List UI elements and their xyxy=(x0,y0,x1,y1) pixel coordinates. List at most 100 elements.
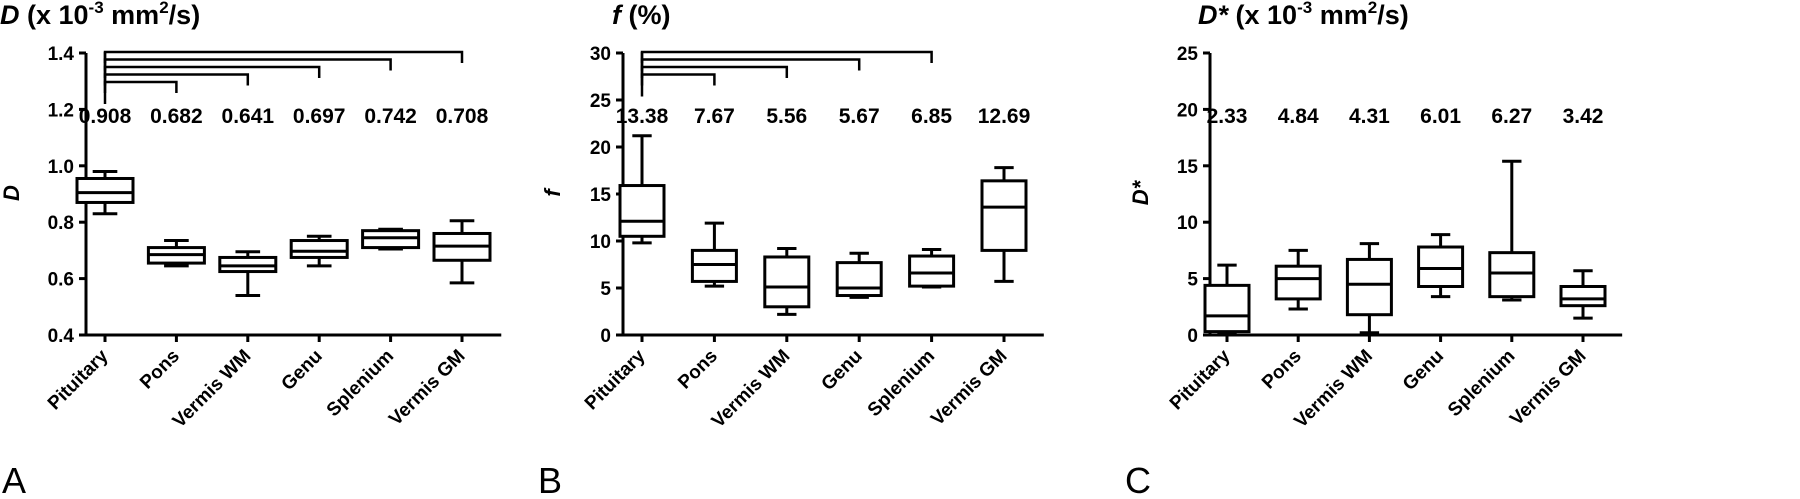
y-tick-label: 0.4 xyxy=(48,326,75,347)
y-tick-label: 20 xyxy=(590,138,611,159)
median-value-label: 0.708 xyxy=(436,105,489,128)
box-vermis-gm xyxy=(1559,269,1607,320)
significance-bracket xyxy=(103,80,178,93)
box-iqr xyxy=(908,254,956,288)
panel-b-y-axis-label: f xyxy=(540,187,565,197)
median-value-label: 6.27 xyxy=(1491,105,1532,128)
y-tick-label: 25 xyxy=(590,91,612,112)
box-iqr xyxy=(1488,251,1536,299)
x-tick-label-pituitary: Pituitary xyxy=(1166,345,1235,414)
box-iqr xyxy=(1274,264,1322,301)
y-tick-label: 1.4 xyxy=(48,44,75,65)
median-value-label: 4.31 xyxy=(1349,105,1390,128)
panel-b-letter: B xyxy=(538,460,562,499)
box-pituitary xyxy=(1203,263,1251,335)
y-tick-label: 10 xyxy=(590,232,611,253)
panel-c: D* (x 10-3 mm2/s) D* C 0 5 10 15 20 25 Pituita… xyxy=(1125,0,1623,499)
y-tick-label: 0.6 xyxy=(48,270,74,291)
box-iqr xyxy=(763,255,811,309)
y-tick-label: 0.8 xyxy=(48,213,74,234)
x-tick-label-pituitary: Pituitary xyxy=(44,345,113,414)
median-value-label: 12.69 xyxy=(978,105,1031,128)
panel-a-title: D (x 10-3 mm2/s) xyxy=(0,0,200,30)
panel-a-y-axis-label: D xyxy=(0,185,24,201)
median-value-label: 0.697 xyxy=(293,105,346,128)
box-iqr xyxy=(835,261,883,298)
box-vermis-wm xyxy=(218,250,278,298)
median-value-label: 6.01 xyxy=(1420,105,1461,128)
median-value-label: 7.67 xyxy=(694,105,735,128)
y-tick-label: 0 xyxy=(1187,326,1198,347)
significance-bracket xyxy=(640,58,861,71)
median-value-label: 3.42 xyxy=(1563,105,1604,128)
median-value-label: 4.84 xyxy=(1278,105,1319,128)
panel-c-y-axis-label: D* xyxy=(1128,179,1153,205)
y-tick-label: 30 xyxy=(590,44,611,65)
x-tick-label-genu: Genu xyxy=(818,346,867,395)
box-pituitary xyxy=(75,169,135,216)
median-value-label: 0.908 xyxy=(79,105,132,128)
panel-c-letter: C xyxy=(1125,460,1151,499)
x-tick-label-splenium: Splenium xyxy=(864,346,939,421)
x-tick-label-pons: Pons xyxy=(1258,346,1306,394)
panel-c-title: D* (x 10-3 mm2/s) xyxy=(1198,0,1409,30)
median-value-label: 2.33 xyxy=(1207,105,1248,128)
box-vermis-gm xyxy=(980,166,1028,283)
box-vermis-wm xyxy=(1345,242,1393,335)
significance-bracket xyxy=(103,65,321,78)
box-splenium xyxy=(361,227,421,251)
median-value-label: 13.38 xyxy=(616,105,669,128)
y-tick-label: 15 xyxy=(590,185,612,206)
median-value-label: 6.85 xyxy=(911,105,952,128)
box-genu xyxy=(835,251,883,299)
median-value-label: 0.682 xyxy=(150,105,203,128)
x-tick-label-genu: Genu xyxy=(278,346,327,395)
x-tick-label-genu: Genu xyxy=(1399,346,1448,395)
box-genu xyxy=(289,234,349,268)
x-tick-label-pituitary: Pituitary xyxy=(581,345,650,414)
box-iqr xyxy=(618,184,666,238)
y-tick-label: 0 xyxy=(600,326,611,347)
x-tick-label-vermis-gm: Vermis GM xyxy=(385,346,469,430)
y-tick-label: 25 xyxy=(1177,44,1199,65)
box-vermis-wm xyxy=(763,247,811,316)
x-tick-label-vermis-gm: Vermis GM xyxy=(927,346,1011,430)
significance-bracket xyxy=(640,73,716,86)
panel-a: D (x 10-3 mm2/s) D A 0.4 0.6 0.8 1.0 1.2 1.4 P… xyxy=(0,0,502,499)
y-tick-label: 1.2 xyxy=(48,100,74,121)
median-value-label: 0.641 xyxy=(222,105,275,128)
y-tick-label: 15 xyxy=(1177,157,1199,178)
significance-bracket xyxy=(103,50,464,63)
panel-a-letter: A xyxy=(2,460,26,499)
x-tick-label-pons: Pons xyxy=(136,346,184,394)
median-value-label: 5.67 xyxy=(839,105,880,128)
significance-bracket xyxy=(103,58,392,71)
y-tick-label: 20 xyxy=(1177,100,1198,121)
x-tick-label-pons: Pons xyxy=(674,346,722,394)
box-pons xyxy=(146,239,206,268)
box-splenium xyxy=(908,247,956,289)
box-iqr xyxy=(1203,283,1251,334)
box-splenium xyxy=(1488,159,1536,302)
y-tick-label: 10 xyxy=(1177,213,1198,234)
box-iqr xyxy=(75,176,135,204)
box-iqr xyxy=(1345,257,1393,317)
box-vermis-gm xyxy=(432,219,492,285)
y-tick-label: 1.0 xyxy=(48,157,74,178)
median-value-label: 5.56 xyxy=(766,105,807,128)
x-tick-label-splenium: Splenium xyxy=(1444,346,1519,421)
panel-b-title: f (%) xyxy=(612,0,671,30)
median-value-label: 0.742 xyxy=(364,105,417,128)
significance-bracket xyxy=(640,50,933,63)
y-tick-label: 5 xyxy=(1187,270,1198,291)
x-tick-label-splenium: Splenium xyxy=(323,346,398,421)
box-pituitary xyxy=(618,134,666,245)
x-tick-label-vermis-wm: Vermis WM xyxy=(708,346,795,433)
box-pons xyxy=(1274,248,1322,311)
box-pons xyxy=(690,221,738,288)
